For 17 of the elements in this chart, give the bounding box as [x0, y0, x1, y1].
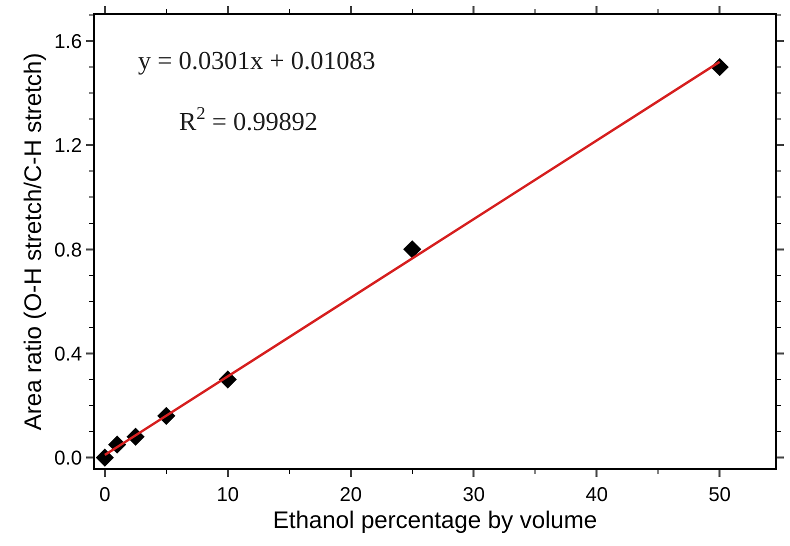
x-tick-label: 10 — [216, 484, 239, 506]
y-axis-title: Area ratio (O-H stretch/C-H stretch) — [20, 52, 47, 430]
y-tick-label: 0.0 — [54, 448, 82, 470]
x-tick-label: 30 — [462, 484, 485, 506]
x-tick-label: 50 — [708, 484, 731, 506]
x-tick-label: 20 — [340, 484, 362, 506]
point — [403, 240, 422, 258]
y-tick-label: 1.6 — [54, 31, 82, 54]
annotation: y = 0.0301x + 0.01083 — [138, 46, 376, 75]
y-tick-label: 0.8 — [54, 239, 82, 262]
x-axis-title: Ethanol percentage by volume — [272, 506, 598, 534]
annotation: R$^{2}$ = 0.99892 — [179, 103, 318, 136]
point — [96, 448, 114, 467]
y-tick-label: 0.4 — [54, 343, 82, 366]
x-tick-label: 0 — [99, 484, 110, 506]
x-tick-label: 40 — [586, 484, 608, 506]
y-tick-label: 1.2 — [54, 135, 82, 158]
